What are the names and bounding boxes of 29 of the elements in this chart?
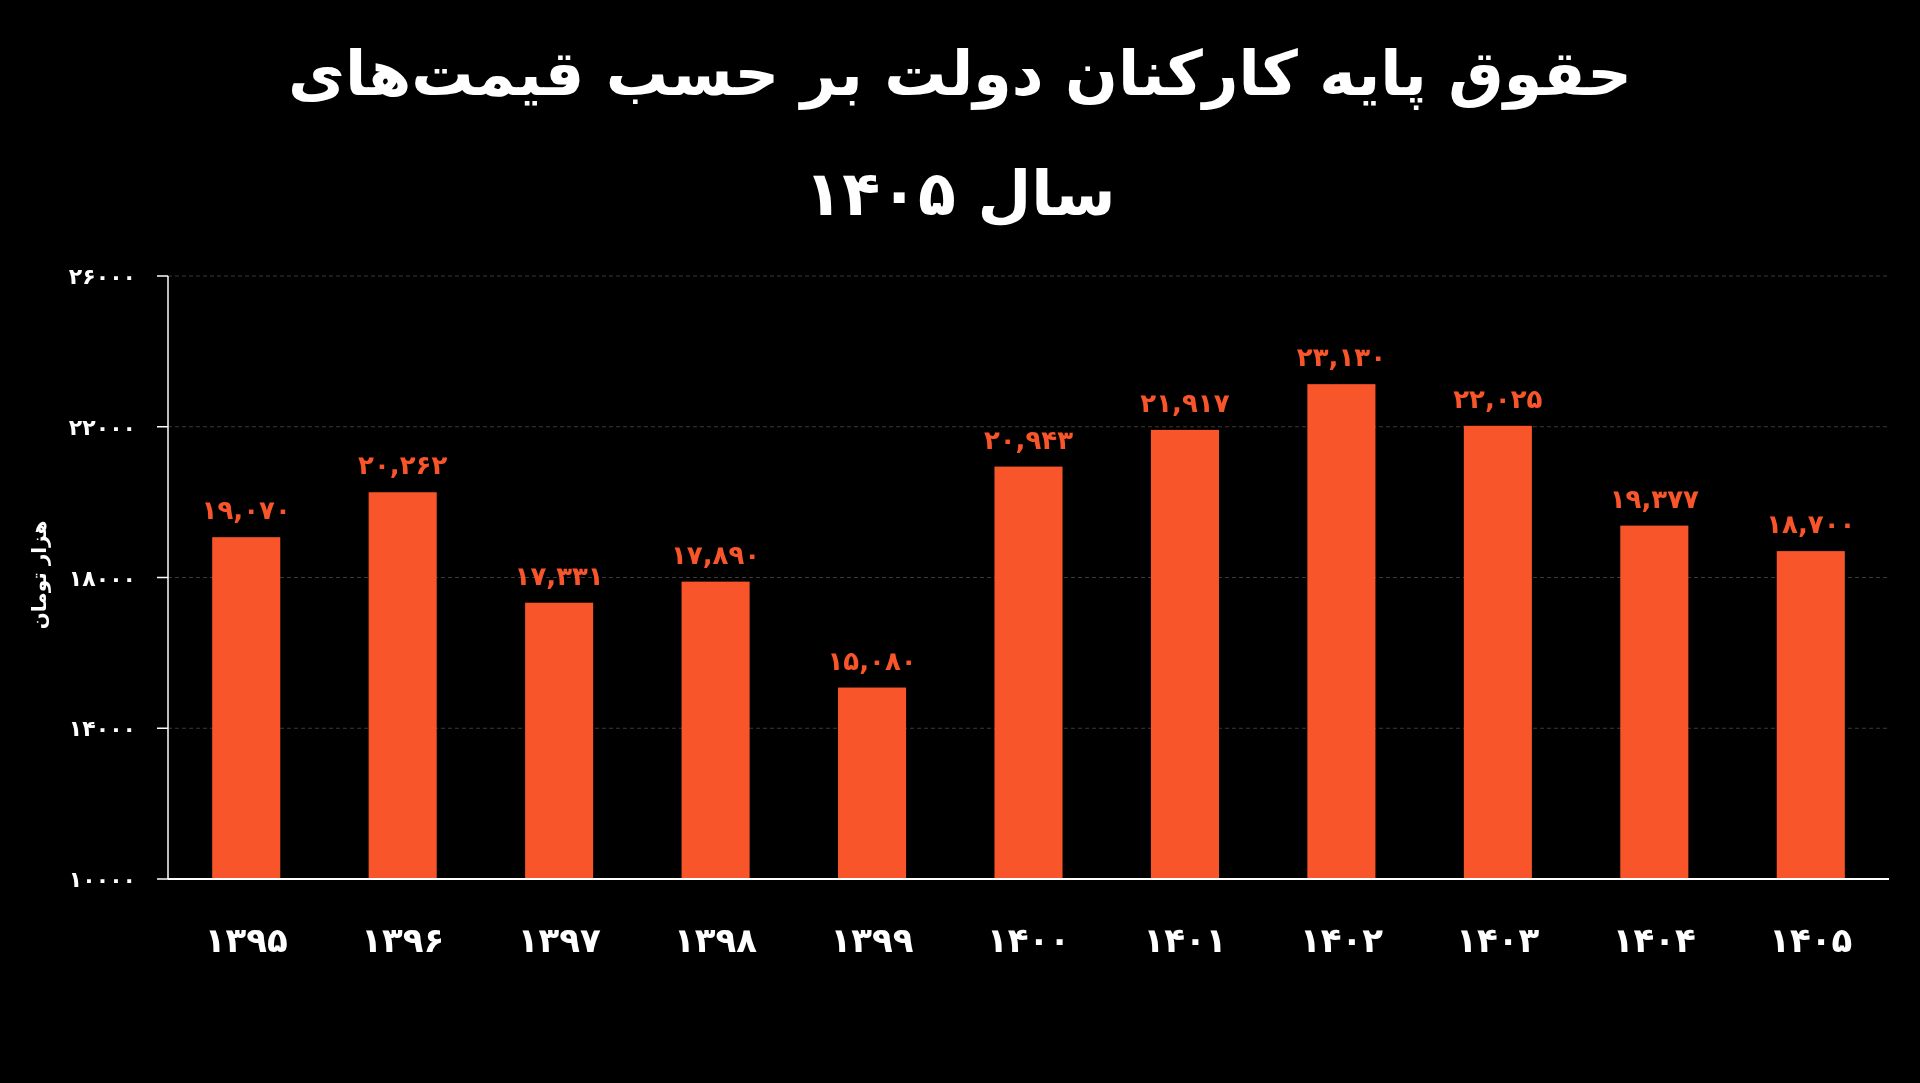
data-label: ۲۰,۲۶۲ [358, 450, 448, 481]
data-label: ۲۲,۰۲۵ [1453, 383, 1543, 414]
data-label: ۱۹,۰۷۰ [201, 495, 291, 526]
x-tick-label: ۱۳۹۷ [517, 920, 601, 960]
y-tick-label: ۱۸۰۰۰ [68, 565, 136, 591]
ylabel: هزار تومان [27, 520, 51, 630]
x-tick-label: ۱۳۹۹ [830, 920, 914, 960]
data-label: ۱۷,۳۳۱ [514, 560, 604, 591]
y-tick-label: ۱۰۰۰۰ [68, 867, 136, 892]
x-tick-label: ۱۴۰۳ [1456, 920, 1540, 960]
y-tick-label: ۲۲۰۰۰ [68, 414, 136, 440]
x-tick-label: ۱۴۰۴ [1612, 920, 1696, 960]
data-label: ۱۸,۷۰۰ [1766, 509, 1856, 540]
x-tick-label: ۱۳۹۸ [674, 920, 758, 960]
y-tick-label: ۲۶۰۰۰ [68, 264, 136, 289]
x-tick-label: ۱۴۰۵ [1769, 920, 1853, 960]
title: حقوق پایه کارکنان دولت بر حسب قیمت‌های سال ۱۴۰۵ [287, 36, 1633, 232]
x-tick-label: ۱۳۹۶ [361, 920, 445, 960]
data-label: ۱۵,۰۸۰ [827, 645, 917, 676]
x-tick-label: ۱۴۰۲ [1299, 920, 1384, 960]
x-tick-label: ۱۴۰۱ [1143, 920, 1227, 960]
data-label: ۱۷,۸۹۰ [670, 539, 761, 570]
data-label: ۱۹,۳۷۷ [1609, 483, 1699, 514]
data-label: ۲۳,۱۳۰ [1296, 342, 1387, 373]
data-label: ۲۰,۹۴۳ [983, 424, 1074, 455]
data-label: ۲۱,۹۱۷ [1140, 387, 1230, 418]
x-tick-label: ۱۳۹۵ [204, 920, 288, 960]
y-tick-label: ۱۴۰۰۰ [68, 716, 136, 742]
x-tick-label: ۱۴۰۰ [986, 920, 1071, 960]
